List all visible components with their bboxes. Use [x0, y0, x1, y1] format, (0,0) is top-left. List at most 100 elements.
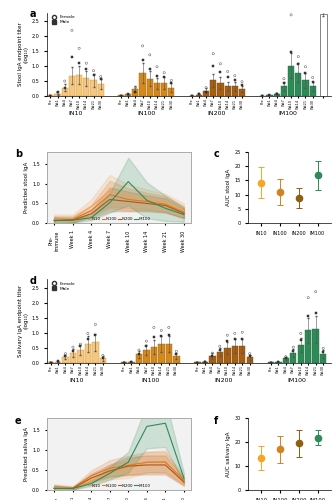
- Point: [121, 358, 127, 366]
- Text: d: d: [30, 276, 37, 286]
- Point: [174, 350, 179, 358]
- Point: [232, 76, 237, 84]
- Bar: [281, 86, 287, 96]
- Text: b: b: [15, 149, 22, 159]
- Point: [195, 358, 200, 366]
- Point: [147, 64, 152, 72]
- Bar: [239, 346, 245, 362]
- Bar: [305, 330, 311, 362]
- Point: [203, 84, 209, 92]
- Point: [129, 358, 134, 366]
- Point: [85, 335, 91, 343]
- Point: [281, 80, 287, 88]
- Point: [298, 336, 303, 344]
- Point: [55, 88, 60, 96]
- Point: [121, 358, 127, 366]
- Text: IM100: IM100: [288, 378, 306, 383]
- Point: [310, 74, 315, 82]
- Point: [136, 350, 142, 358]
- Text: IN10: IN10: [68, 112, 83, 116]
- Point: [321, 344, 326, 352]
- Text: IN200: IN200: [208, 112, 226, 116]
- Bar: [85, 344, 91, 362]
- Point: [210, 349, 215, 357]
- Bar: [98, 84, 104, 96]
- Text: e: e: [15, 416, 22, 426]
- Bar: [310, 86, 316, 96]
- Point: [202, 358, 207, 366]
- Point: [159, 332, 164, 340]
- Point: [162, 74, 167, 82]
- Bar: [313, 329, 319, 362]
- Point: [84, 65, 89, 73]
- Point: [296, 52, 301, 60]
- Legend: IN10, IN100, IN200, IM100: IN10, IN100, IN200, IM100: [88, 484, 151, 488]
- Bar: [140, 72, 146, 96]
- Point: [218, 60, 223, 68]
- Point: [166, 324, 171, 332]
- Point: [100, 354, 106, 362]
- Bar: [143, 350, 150, 362]
- Point: [154, 72, 160, 80]
- Point: [55, 358, 61, 366]
- Text: IM100: IM100: [278, 112, 297, 116]
- Point: [154, 63, 160, 71]
- Point: [225, 337, 230, 345]
- Point: [274, 90, 279, 98]
- Point: [84, 59, 89, 67]
- Point: [85, 330, 91, 338]
- Point: [306, 294, 311, 302]
- Text: a: a: [30, 9, 36, 19]
- Bar: [168, 88, 174, 96]
- Point: [126, 90, 131, 98]
- Point: [140, 42, 145, 50]
- Bar: [132, 90, 139, 96]
- Bar: [166, 344, 172, 362]
- Bar: [298, 346, 304, 362]
- Point: [129, 358, 134, 366]
- Point: [218, 68, 223, 76]
- Point: [48, 92, 53, 100]
- Point: [63, 352, 68, 360]
- Y-axis label: AUC salivary IgA: AUC salivary IgA: [226, 432, 231, 477]
- Bar: [136, 354, 142, 362]
- Point: [247, 350, 253, 358]
- Point: [276, 358, 281, 366]
- Point: [91, 66, 96, 74]
- Point: [210, 50, 216, 58]
- Bar: [288, 66, 294, 96]
- Point: [169, 76, 174, 84]
- Point: [151, 334, 157, 342]
- Point: [210, 62, 216, 70]
- Point: [291, 346, 296, 354]
- Point: [276, 358, 281, 366]
- Point: [202, 358, 207, 366]
- Point: [274, 90, 279, 98]
- Bar: [70, 353, 76, 362]
- Point: [169, 80, 174, 88]
- Point: [268, 358, 274, 366]
- Bar: [217, 84, 223, 96]
- Point: [283, 352, 289, 360]
- Point: [283, 354, 289, 362]
- Bar: [92, 342, 99, 362]
- Point: [189, 92, 194, 100]
- Bar: [151, 347, 157, 362]
- Point: [76, 59, 82, 67]
- Bar: [173, 356, 179, 362]
- Point: [70, 346, 75, 354]
- Bar: [147, 78, 153, 96]
- Bar: [77, 350, 84, 362]
- Point: [189, 92, 194, 100]
- Bar: [76, 75, 82, 96]
- Point: [313, 288, 318, 296]
- Bar: [83, 78, 90, 96]
- Text: f: f: [213, 416, 218, 426]
- Point: [69, 53, 74, 61]
- Text: c: c: [213, 149, 219, 159]
- Point: [136, 346, 142, 354]
- Point: [144, 337, 149, 345]
- Bar: [232, 86, 238, 96]
- Point: [91, 70, 96, 78]
- Text: IN200: IN200: [214, 378, 233, 383]
